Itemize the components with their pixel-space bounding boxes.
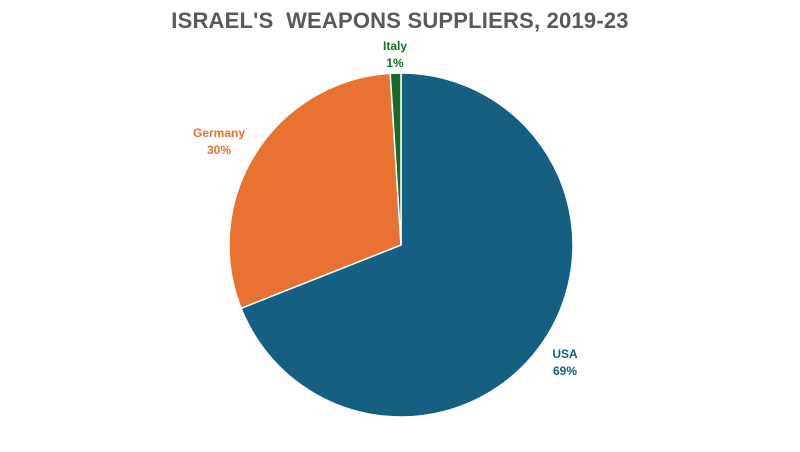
slice-value-label-germany: 30%	[207, 143, 231, 157]
pie-slice-italy	[389, 72, 402, 246]
slice-value-label-usa: 69%	[553, 364, 577, 378]
slice-label-usa: USA	[552, 347, 578, 361]
slice-value-label-italy: 1%	[386, 56, 404, 70]
slice-label-germany: Germany	[193, 126, 245, 140]
chart-title: ISRAEL'S WEAPONS SUPPLIERS, 2019-23	[171, 8, 629, 33]
pie-slice-germany	[228, 72, 402, 310]
slice-label-italy: Italy	[383, 39, 407, 53]
pie-slice-usa	[240, 72, 574, 418]
